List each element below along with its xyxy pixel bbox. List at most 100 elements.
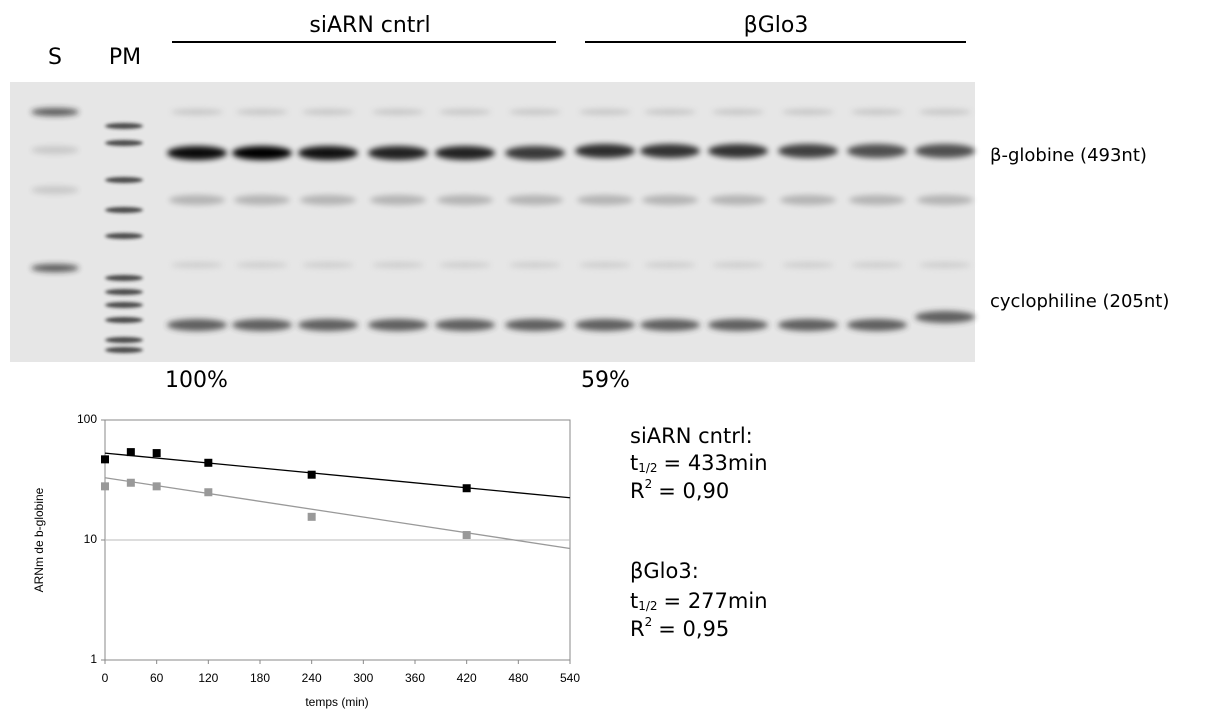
band [642,195,698,205]
band [640,319,700,331]
band [915,144,975,158]
band [851,262,903,268]
band [302,109,354,115]
y-tick-label: 1 [90,652,97,666]
band [577,195,633,205]
data-point [462,531,471,540]
sample-band [31,186,79,194]
band [236,109,288,115]
band [439,262,491,268]
y-tick-label: 100 [77,412,97,426]
value: = 433min [664,451,768,475]
band [708,144,768,158]
band [372,109,424,115]
band [712,109,764,115]
value: = 0,90 [658,479,729,503]
band [915,311,975,323]
gel-background [10,82,975,362]
band [708,319,768,331]
lane-label: PM [109,45,141,70]
x-axis-label: temps (min) [305,695,368,709]
ladder-band [105,289,143,295]
annotation-r2: R2 = 0,90 [630,477,729,504]
x-tick-label: 540 [560,671,580,685]
band [437,195,493,205]
data-point [101,482,109,491]
ladder-band [105,207,143,213]
y-axis-label: ARNm de b-globine [32,487,46,592]
band [232,319,292,331]
ladder-band [105,347,143,353]
data-point [204,488,213,497]
x-tick-label: 0 [102,671,109,685]
data-point [152,482,161,491]
band [505,319,565,331]
annotation-title: siARN cntrl: [630,424,753,448]
band [300,195,356,205]
annotation-halflife: t1/2 = 277min [630,589,768,613]
band [782,262,834,268]
annotation-r2: R2 = 0,95 [630,615,729,642]
band-label: cyclophiline (205nt) [990,291,1169,312]
ladder-band [105,140,143,146]
band [435,319,495,331]
x-tick-label: 60 [150,671,164,685]
band [370,195,426,205]
band [232,146,292,160]
percent-label: 59% [581,368,630,393]
trend-line [104,452,571,499]
sample-band [31,264,79,272]
band [917,195,973,205]
group-title: βGlo3 [744,13,809,38]
band [710,195,766,205]
band [167,146,227,160]
band [169,195,225,205]
band [712,262,764,268]
subscript: 1/2 [638,461,657,475]
band [851,109,903,115]
band [439,109,491,115]
band [919,262,971,268]
data-point [126,478,135,487]
band [575,144,635,158]
data-point [307,470,316,479]
x-tick-label: 420 [457,671,477,685]
sample-band [31,108,79,116]
band [847,319,907,331]
ladder-band [105,275,143,281]
annotation-title: βGlo3: [630,559,699,583]
band [298,319,358,331]
data-point [101,455,109,464]
ladder-band [105,337,143,343]
trend-line [104,477,571,550]
band [575,319,635,331]
band [236,262,288,268]
data-point [126,448,135,457]
band [782,109,834,115]
ladder-band [105,123,143,129]
lane-label: S [48,45,62,70]
ladder-band [105,177,143,183]
sample-band [31,146,79,154]
band [298,146,358,160]
x-tick-label: 120 [198,671,218,685]
band [579,109,631,115]
x-tick-label: 360 [405,671,425,685]
band [505,146,565,160]
data-point [152,449,161,458]
band [171,109,223,115]
x-tick-label: 480 [508,671,528,685]
band [644,109,696,115]
band [435,146,495,160]
band [234,195,290,205]
x-tick-label: 240 [302,671,322,685]
band [778,319,838,331]
band [579,262,631,268]
data-point [462,484,471,493]
band [167,319,227,331]
superscript: 2 [645,615,653,629]
symbol: R [630,479,645,503]
x-tick-label: 180 [250,671,270,685]
chart: temps (min) ARNm de b-globine 1 10 100 0 60 1… [32,412,580,709]
